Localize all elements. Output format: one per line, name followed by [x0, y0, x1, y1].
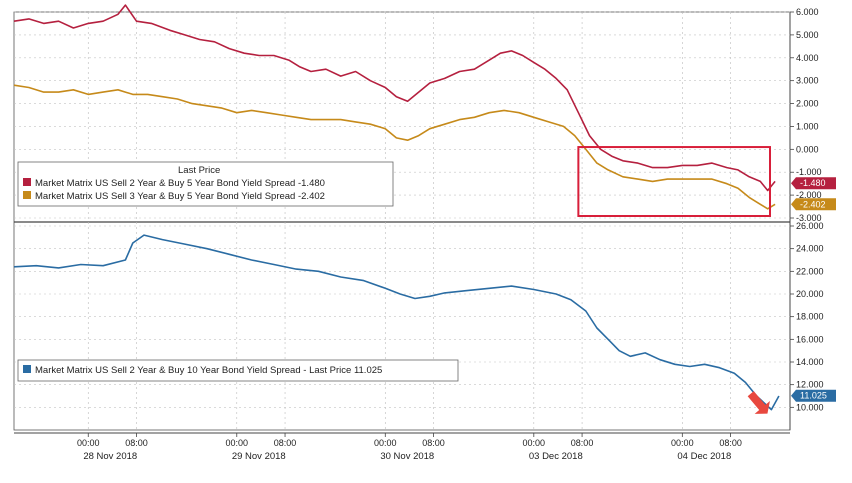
x-tick-label: 00:00: [226, 438, 249, 448]
legend-entry: Market Matrix US Sell 3 Year & Buy 5 Yea…: [35, 191, 325, 202]
last-price-tag: 11.025: [791, 389, 836, 402]
arrow-shape: [747, 391, 770, 414]
y-tick-label: 12.000: [796, 380, 824, 390]
y-tick-label: -1.000: [796, 167, 822, 177]
legend-box: [17, 161, 394, 207]
legend-entry: Market Matrix US Sell 2 Year & Buy 5 Yea…: [35, 178, 325, 189]
y-tick-label: 5.000: [796, 30, 819, 40]
axes: -3.000 -2.000 -1.000 0.000 1.000 2.000 3.000 4.…: [77, 7, 836, 462]
x-date-label: 04 Dec 2018: [677, 451, 731, 462]
last-price-tag-bg: [791, 389, 836, 402]
y-tick-label: 4.000: [796, 53, 819, 63]
chart-frame: [13, 11, 791, 434]
y-tick-label: 20.000: [796, 289, 824, 299]
x-tick-label: 08:00: [125, 438, 148, 448]
y-tick-label: -2.000: [796, 190, 822, 200]
legend-swatch: [23, 178, 31, 186]
y-tick-label: 16.000: [796, 334, 824, 344]
last-price-tag: -2.402: [791, 198, 836, 211]
y-tick-label: 6.000: [796, 7, 819, 17]
x-tick-label: 08:00: [274, 438, 297, 448]
x-tick-label: 00:00: [671, 438, 694, 448]
last-price-tag-label: -1.480: [800, 178, 826, 188]
last-price-tag-label: -2.402: [800, 199, 826, 209]
legend-swatch: [23, 191, 31, 199]
legends: Last Price Market Matrix US Sell 2 Year &…: [17, 161, 459, 382]
x-date-label: 29 Nov 2018: [232, 451, 286, 462]
red-arrow: [747, 391, 770, 414]
y-tick-label: 1.000: [796, 121, 819, 131]
annotations: [577, 146, 772, 414]
series-lines: [13, 4, 780, 411]
legend-panel-0: Last Price Market Matrix US Sell 2 Year &…: [17, 161, 394, 207]
y-tick-label: 14.000: [796, 357, 824, 367]
series-line-1-0: [13, 234, 780, 411]
last-price-tag-label: 11.025: [800, 391, 827, 401]
y-tick-label: 18.000: [796, 312, 824, 322]
x-date-label: 30 Nov 2018: [380, 451, 434, 462]
last-price-tag-bg: [791, 198, 836, 211]
highlight-box: [577, 146, 772, 218]
y-tick-label: 10.000: [796, 402, 824, 412]
x-tick-label: 00:00: [77, 438, 100, 448]
series-line-0-1: [13, 84, 776, 210]
last-price-tag: -1.480: [791, 177, 836, 190]
y-tick-label: 24.000: [796, 244, 824, 254]
y-tick-label: 2.000: [796, 99, 819, 109]
last-price-tag-bg: [791, 177, 836, 190]
x-date-label: 28 Nov 2018: [83, 451, 137, 462]
x-tick-label: 08:00: [422, 438, 445, 448]
y-tick-label: 26.000: [796, 221, 824, 231]
legend-title: Last Price: [178, 165, 220, 176]
y-tick-label: 22.000: [796, 266, 824, 276]
x-tick-label: 00:00: [523, 438, 546, 448]
x-tick-label: 00:00: [374, 438, 397, 448]
y-tick-label: 3.000: [796, 76, 819, 86]
x-tick-label: 08:00: [571, 438, 594, 448]
legend-entry: Market Matrix US Sell 2 Year & Buy 10 Ye…: [35, 365, 382, 376]
legend-box: [17, 359, 459, 382]
y-tick-label: 0.000: [796, 144, 819, 154]
x-tick-label: 08:00: [719, 438, 742, 448]
legend-swatch: [23, 365, 31, 373]
grid-lines: [14, 11, 790, 430]
x-date-label: 03 Dec 2018: [529, 451, 583, 462]
legend-panel-1: Market Matrix US Sell 2 Year & Buy 10 Ye…: [17, 359, 459, 382]
y-tick-label: -3.000: [796, 213, 822, 223]
series-line-0-0: [13, 4, 776, 192]
